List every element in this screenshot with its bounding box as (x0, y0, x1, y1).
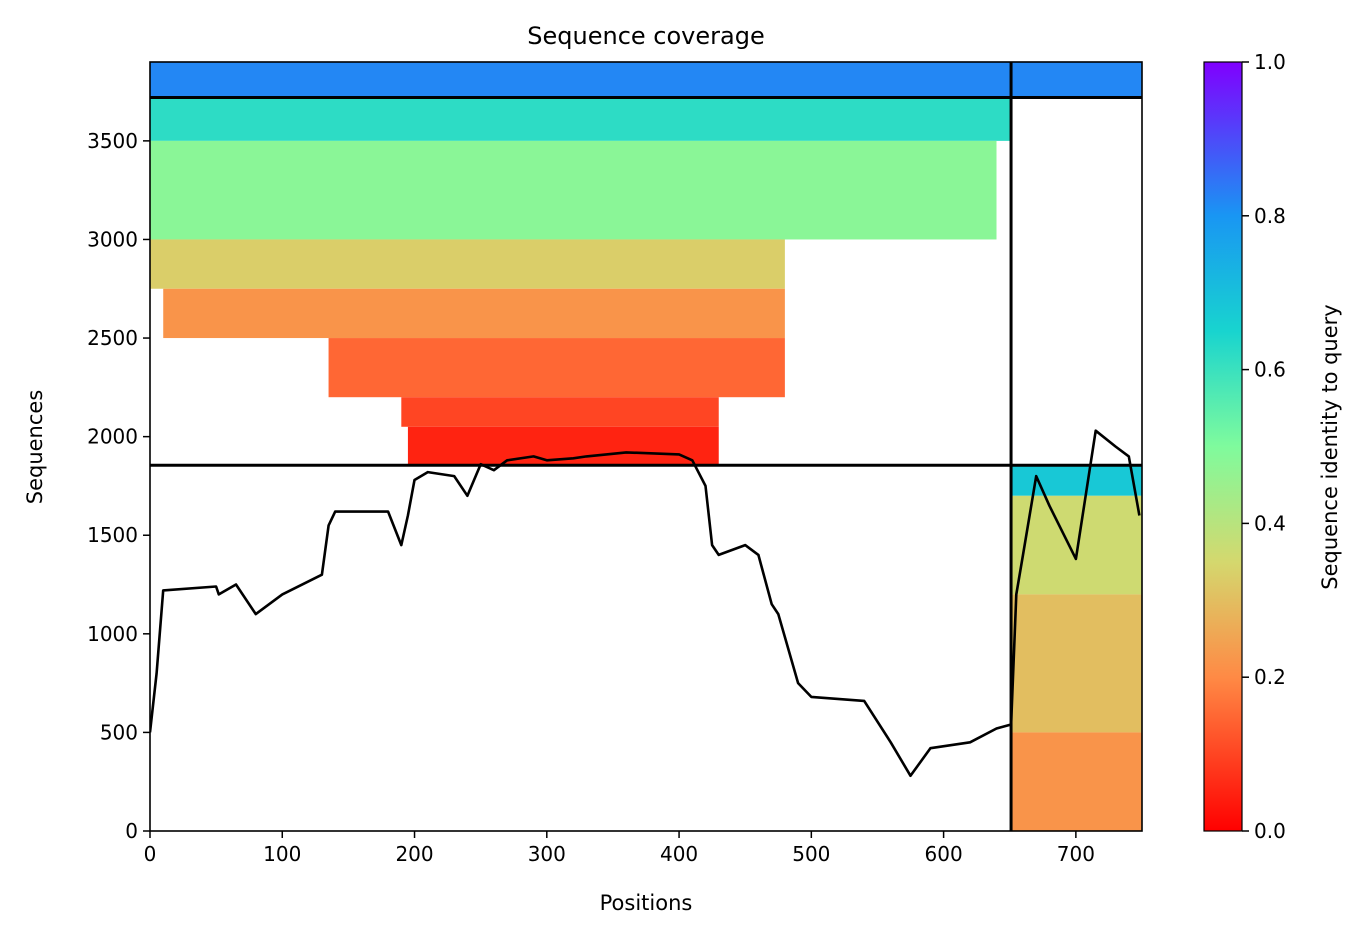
x-tick-label: 700 (1057, 842, 1095, 866)
coverage-band-4 (163, 288, 785, 339)
colorbar-tick-label: 1.0 (1254, 50, 1286, 74)
y-tick-label: 500 (100, 720, 138, 744)
colorbar-ticks: 0.0 0.2 0.4 0.6 0.8 1.0 (1242, 50, 1286, 843)
colorbar-label: Sequence identity to query (1318, 304, 1342, 589)
x-tick-label: 200 (395, 842, 433, 866)
y-tick-label: 2500 (87, 326, 138, 350)
coverage-band-5 (328, 338, 785, 398)
x-tick-label: 600 (925, 842, 963, 866)
x-tick-label: 500 (792, 842, 830, 866)
colorbar-tick-label: 0.2 (1254, 665, 1286, 689)
colorbar-tick-label: 0.8 (1254, 204, 1286, 228)
y-tick-label: 1000 (87, 622, 138, 646)
coverage-band-2 (150, 140, 997, 240)
coverage-line (150, 429, 1141, 778)
coverage-heatmap (150, 62, 1142, 831)
alignment-separators (150, 62, 1142, 831)
coverage-band-6 (401, 397, 719, 427)
colorbar (1203, 61, 1243, 832)
plot-frame (149, 61, 1143, 832)
coverage-band-10 (1011, 594, 1142, 733)
colorbar-tick-label: 0.6 (1254, 358, 1286, 382)
x-tick-label: 100 (263, 842, 301, 866)
colorbar-tick-label: 0.0 (1254, 819, 1286, 843)
x-tick-label: 300 (528, 842, 566, 866)
y-axis-ticks: 0 500 1000 1500 2000 2500 3000 3500 (87, 129, 150, 843)
x-axis-label: Positions (600, 891, 693, 915)
y-tick-label: 0 (125, 819, 138, 843)
y-tick-label: 3000 (87, 227, 138, 251)
coverage-band-0 (150, 62, 1142, 98)
y-axis-label: Sequences (23, 390, 47, 505)
coverage-band-9 (1011, 495, 1142, 595)
coverage-band-11 (1011, 732, 1142, 831)
x-tick-label: 400 (660, 842, 698, 866)
x-axis-ticks: 0 100 200 300 400 500 600 700 (144, 831, 1095, 866)
x-tick-label: 0 (144, 842, 157, 866)
y-tick-label: 2000 (87, 425, 138, 449)
y-tick-label: 1500 (87, 523, 138, 547)
coverage-line-layer (150, 429, 1141, 778)
coverage-band-1 (150, 97, 1012, 141)
coverage-band-3 (150, 239, 785, 289)
coverage-band-8 (1011, 465, 1142, 496)
colorbar-tick-label: 0.4 (1254, 511, 1286, 535)
y-tick-label: 3500 (87, 129, 138, 153)
chart-title: Sequence coverage (527, 22, 764, 50)
